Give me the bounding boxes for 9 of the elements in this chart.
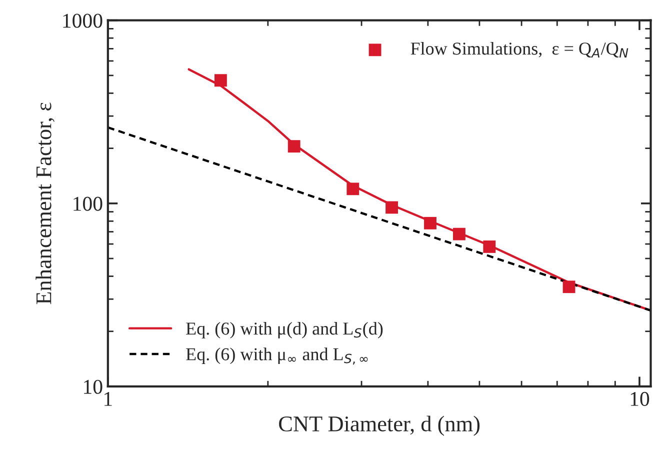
y-tick-label: 100 [74,196,102,211]
x-tick-label: 1 [104,392,112,406]
x-axis-title: CNT Diameter, d (nm) [279,416,480,436]
legend-label: Eq. (6) with μ$_{∞}$ and L$_{S,∞}$ [186,348,368,365]
legend-label: Eq. (6) with μ(d) and L$_{S}$(d) [186,322,383,338]
y-tick-label: 10 [84,380,102,394]
y-axis-title: Enhancement Factor, ε [36,102,55,304]
legend-label: Flow Simulations, ε = Q$_{A}$/Q$_{N}$ [410,42,628,58]
y-tick-label: 1000 [63,14,102,28]
